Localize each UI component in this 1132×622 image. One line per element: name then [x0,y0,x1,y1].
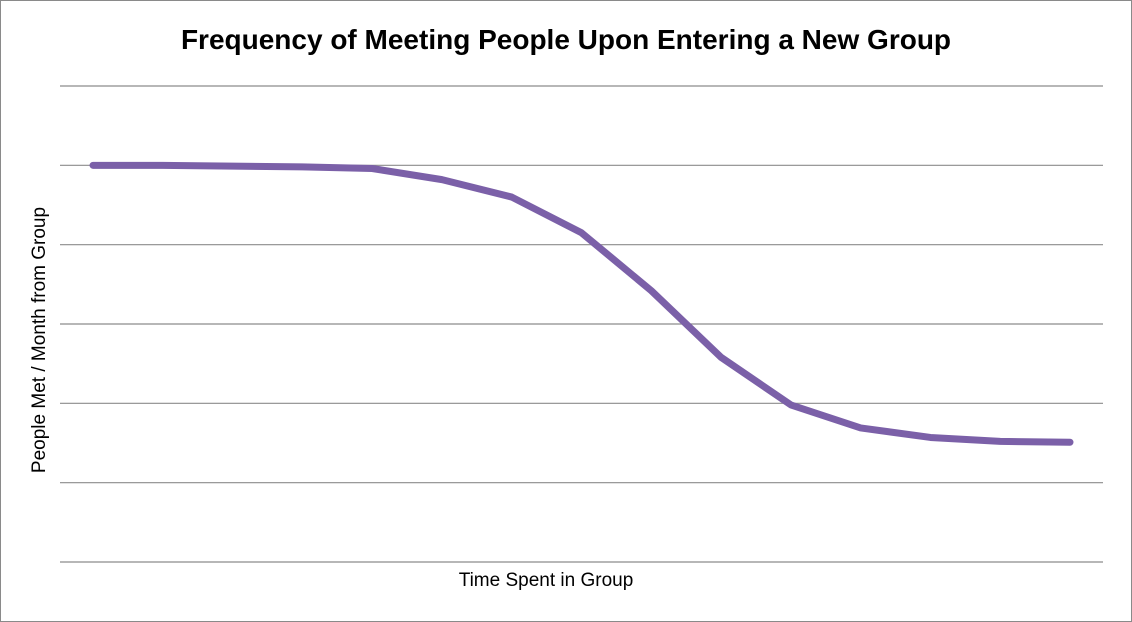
y-axis-label: People Met / Month from Group [29,206,50,474]
gridlines [60,85,1103,563]
series-group [89,161,1074,446]
x-axis-label: Time Spent in Group [458,570,634,591]
series-line [89,161,1074,446]
chart-title: Frequency of Meeting People Upon Enterin… [180,24,952,55]
